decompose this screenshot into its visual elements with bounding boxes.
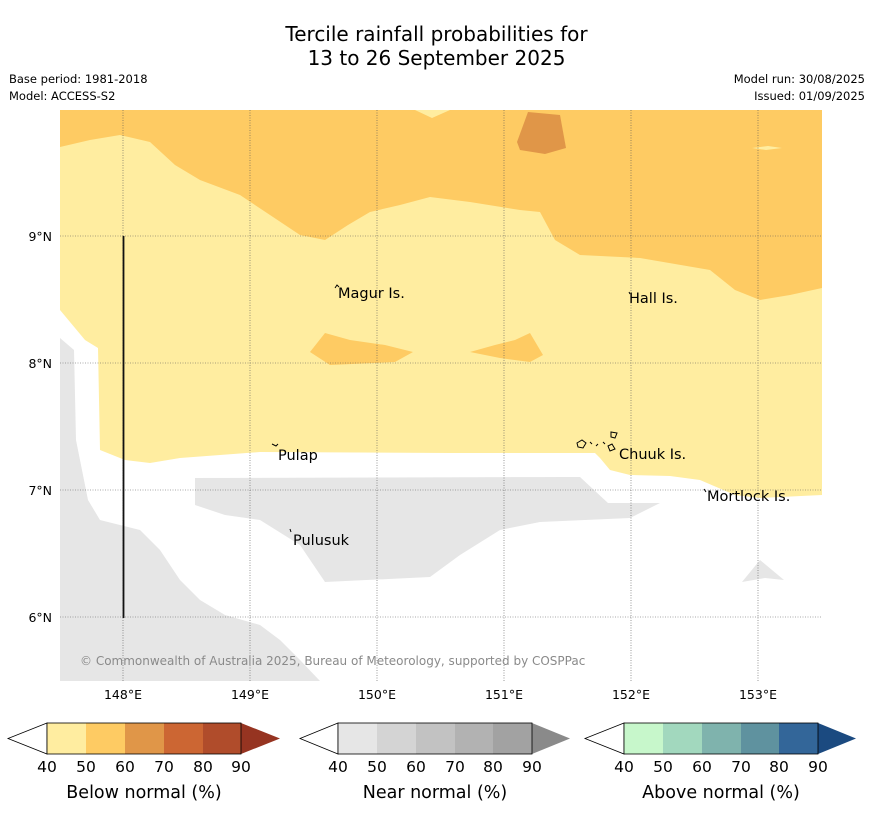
colorbar-near-swatch-60-70 — [416, 723, 455, 754]
model-run: Model run: 30/08/2025 — [733, 72, 865, 86]
lat-label-9n: 9°N — [28, 229, 52, 244]
pulusuk-island-shape — [289, 528, 292, 533]
colorbar-above-tick-80: 80 — [769, 758, 789, 776]
map-title: Tercile rainfall probabilities for 13 to… — [0, 22, 873, 70]
colorbar-near-tick-70: 70 — [445, 758, 465, 776]
place-magur: Magur Is. — [338, 286, 405, 302]
lon-label-149e: 149°E — [231, 687, 269, 702]
below-normal-50-60-region-mid — [310, 333, 413, 365]
colorbar-near-swatch-70-80 — [455, 723, 493, 754]
model-name: Model: ACCESS-S2 — [9, 89, 116, 103]
below-normal-50-60-region-north — [60, 110, 822, 300]
pulap-island-shape — [271, 443, 279, 447]
colorbar-below-swatch-70-80 — [164, 723, 203, 754]
lon-label-150e: 150°E — [358, 687, 396, 702]
colorbar-near-swatch-40-50 — [338, 723, 377, 754]
colorbar-above-high-extension — [818, 723, 856, 754]
near-normal-region-west — [60, 338, 320, 681]
colorbar-below-swatch-40-50 — [47, 723, 86, 754]
colorbar-above-swatch-80-90 — [779, 723, 818, 754]
colorbar-below-low-extension — [6, 722, 48, 755]
lon-label-148e: 148°E — [104, 687, 142, 702]
colorbar-below-swatch-60-70 — [125, 723, 164, 754]
lat-label-7n: 7°N — [28, 483, 52, 498]
colorbar-near-tick-40: 40 — [328, 758, 348, 776]
colorbar-below-normal: 40 50 60 70 80 90 Below normal (%) — [6, 722, 280, 803]
colorbar-legends: 40 50 60 70 80 90 Below normal (%) 40 50… — [6, 722, 856, 803]
colorbar-above-normal: 40 50 60 70 80 90 Above normal (%) — [583, 722, 856, 803]
colorbar-above-tick-60: 60 — [692, 758, 712, 776]
below-normal-60-70-region — [517, 112, 566, 154]
colorbar-above-tick-90: 90 — [808, 758, 828, 776]
colorbar-near-tick-50: 50 — [367, 758, 387, 776]
meta-right: Model run: 30/08/2025 Issued: 01/09/2025 — [734, 71, 865, 105]
colorbar-above-tick-40: 40 — [614, 758, 634, 776]
place-pulap: Pulap — [278, 448, 318, 464]
place-chuuk: Chuuk Is. — [619, 447, 686, 463]
colorbar-below-tick-40: 40 — [37, 758, 57, 776]
colorbar-below-swatch-80-90 — [203, 723, 241, 754]
colorbar-above-tick-50: 50 — [653, 758, 673, 776]
graticule — [60, 110, 822, 681]
colorbar-near-label: Near normal (%) — [363, 783, 508, 803]
meta-left: Base period: 1981-2018 Model: ACCESS-S2 — [9, 71, 148, 105]
colorbar-above-swatch-40-50 — [624, 723, 663, 754]
colorbar-below-tick-60: 60 — [115, 758, 135, 776]
title-line-2: 13 to 26 September 2025 — [307, 46, 566, 70]
colorbar-above-low-extension — [583, 722, 625, 755]
chuuk-island-shapes — [576, 431, 618, 452]
colorbar-above-label: Above normal (%) — [642, 783, 800, 803]
lon-label-152e: 152°E — [612, 687, 650, 702]
place-mortlock: Mortlock Is. — [707, 489, 790, 505]
copyright-notice: © Commonwealth of Australia 2025, Bureau… — [80, 654, 585, 668]
colorbar-near-tick-80: 80 — [483, 758, 503, 776]
colorbar-below-swatch-50-60 — [86, 723, 125, 754]
lon-label-153e: 153°E — [739, 687, 777, 702]
colorbar-near-tick-60: 60 — [406, 758, 426, 776]
issued-date: Issued: 01/09/2025 — [754, 89, 865, 103]
near-normal-region-central — [195, 477, 660, 582]
hall-island-shape — [628, 291, 631, 295]
map-area: Magur Is. Hall Is. Pulap Chuuk Is. Mortl… — [60, 110, 822, 681]
mortlock-island-shape — [703, 488, 707, 493]
islands — [271, 284, 707, 533]
colorbar-below-outline — [46, 722, 242, 755]
colorbar-near-outline — [337, 722, 533, 755]
place-pulusuk: Pulusuk — [293, 533, 350, 549]
title-line-1: Tercile rainfall probabilities for — [285, 22, 588, 46]
base-period: Base period: 1981-2018 — [9, 72, 148, 86]
colorbar-near-tick-90: 90 — [522, 758, 542, 776]
colorbar-below-label: Below normal (%) — [66, 783, 221, 803]
place-hall: Hall Is. — [629, 291, 678, 307]
colorbar-below-high-extension — [241, 723, 280, 754]
colorbar-below-tick-90: 90 — [231, 758, 251, 776]
colorbar-near-swatch-80-90 — [493, 723, 532, 754]
colorbar-above-tick-70: 70 — [731, 758, 751, 776]
longitude-labels: 148°E 149°E 150°E 151°E 152°E 153°E — [104, 687, 777, 702]
colorbar-below-tick-80: 80 — [193, 758, 213, 776]
colorbar-near-normal: 40 50 60 70 80 90 Near normal (%) — [298, 722, 570, 803]
colorbar-near-swatch-50-60 — [377, 723, 416, 754]
lat-label-8n: 8°N — [28, 356, 52, 371]
near-normal-region-east — [742, 560, 784, 582]
colorbar-above-swatch-50-60 — [663, 723, 702, 754]
colorbar-near-low-extension — [298, 722, 339, 755]
magur-island-shape — [334, 284, 340, 289]
colorbar-above-swatch-70-80 — [741, 723, 779, 754]
colorbar-below-tick-50: 50 — [76, 758, 96, 776]
colorbar-below-tick-70: 70 — [154, 758, 174, 776]
latitude-labels: 9°N 8°N 7°N 6°N — [28, 229, 52, 625]
colorbar-near-high-extension — [532, 723, 570, 754]
lon-label-151e: 151°E — [485, 687, 523, 702]
colorbar-above-outline — [623, 722, 819, 755]
lat-label-6n: 6°N — [28, 610, 52, 625]
colorbar-above-swatch-60-70 — [702, 723, 741, 754]
below-normal-40-50-hole — [752, 146, 782, 150]
below-normal-50-60-region-east — [470, 333, 543, 362]
